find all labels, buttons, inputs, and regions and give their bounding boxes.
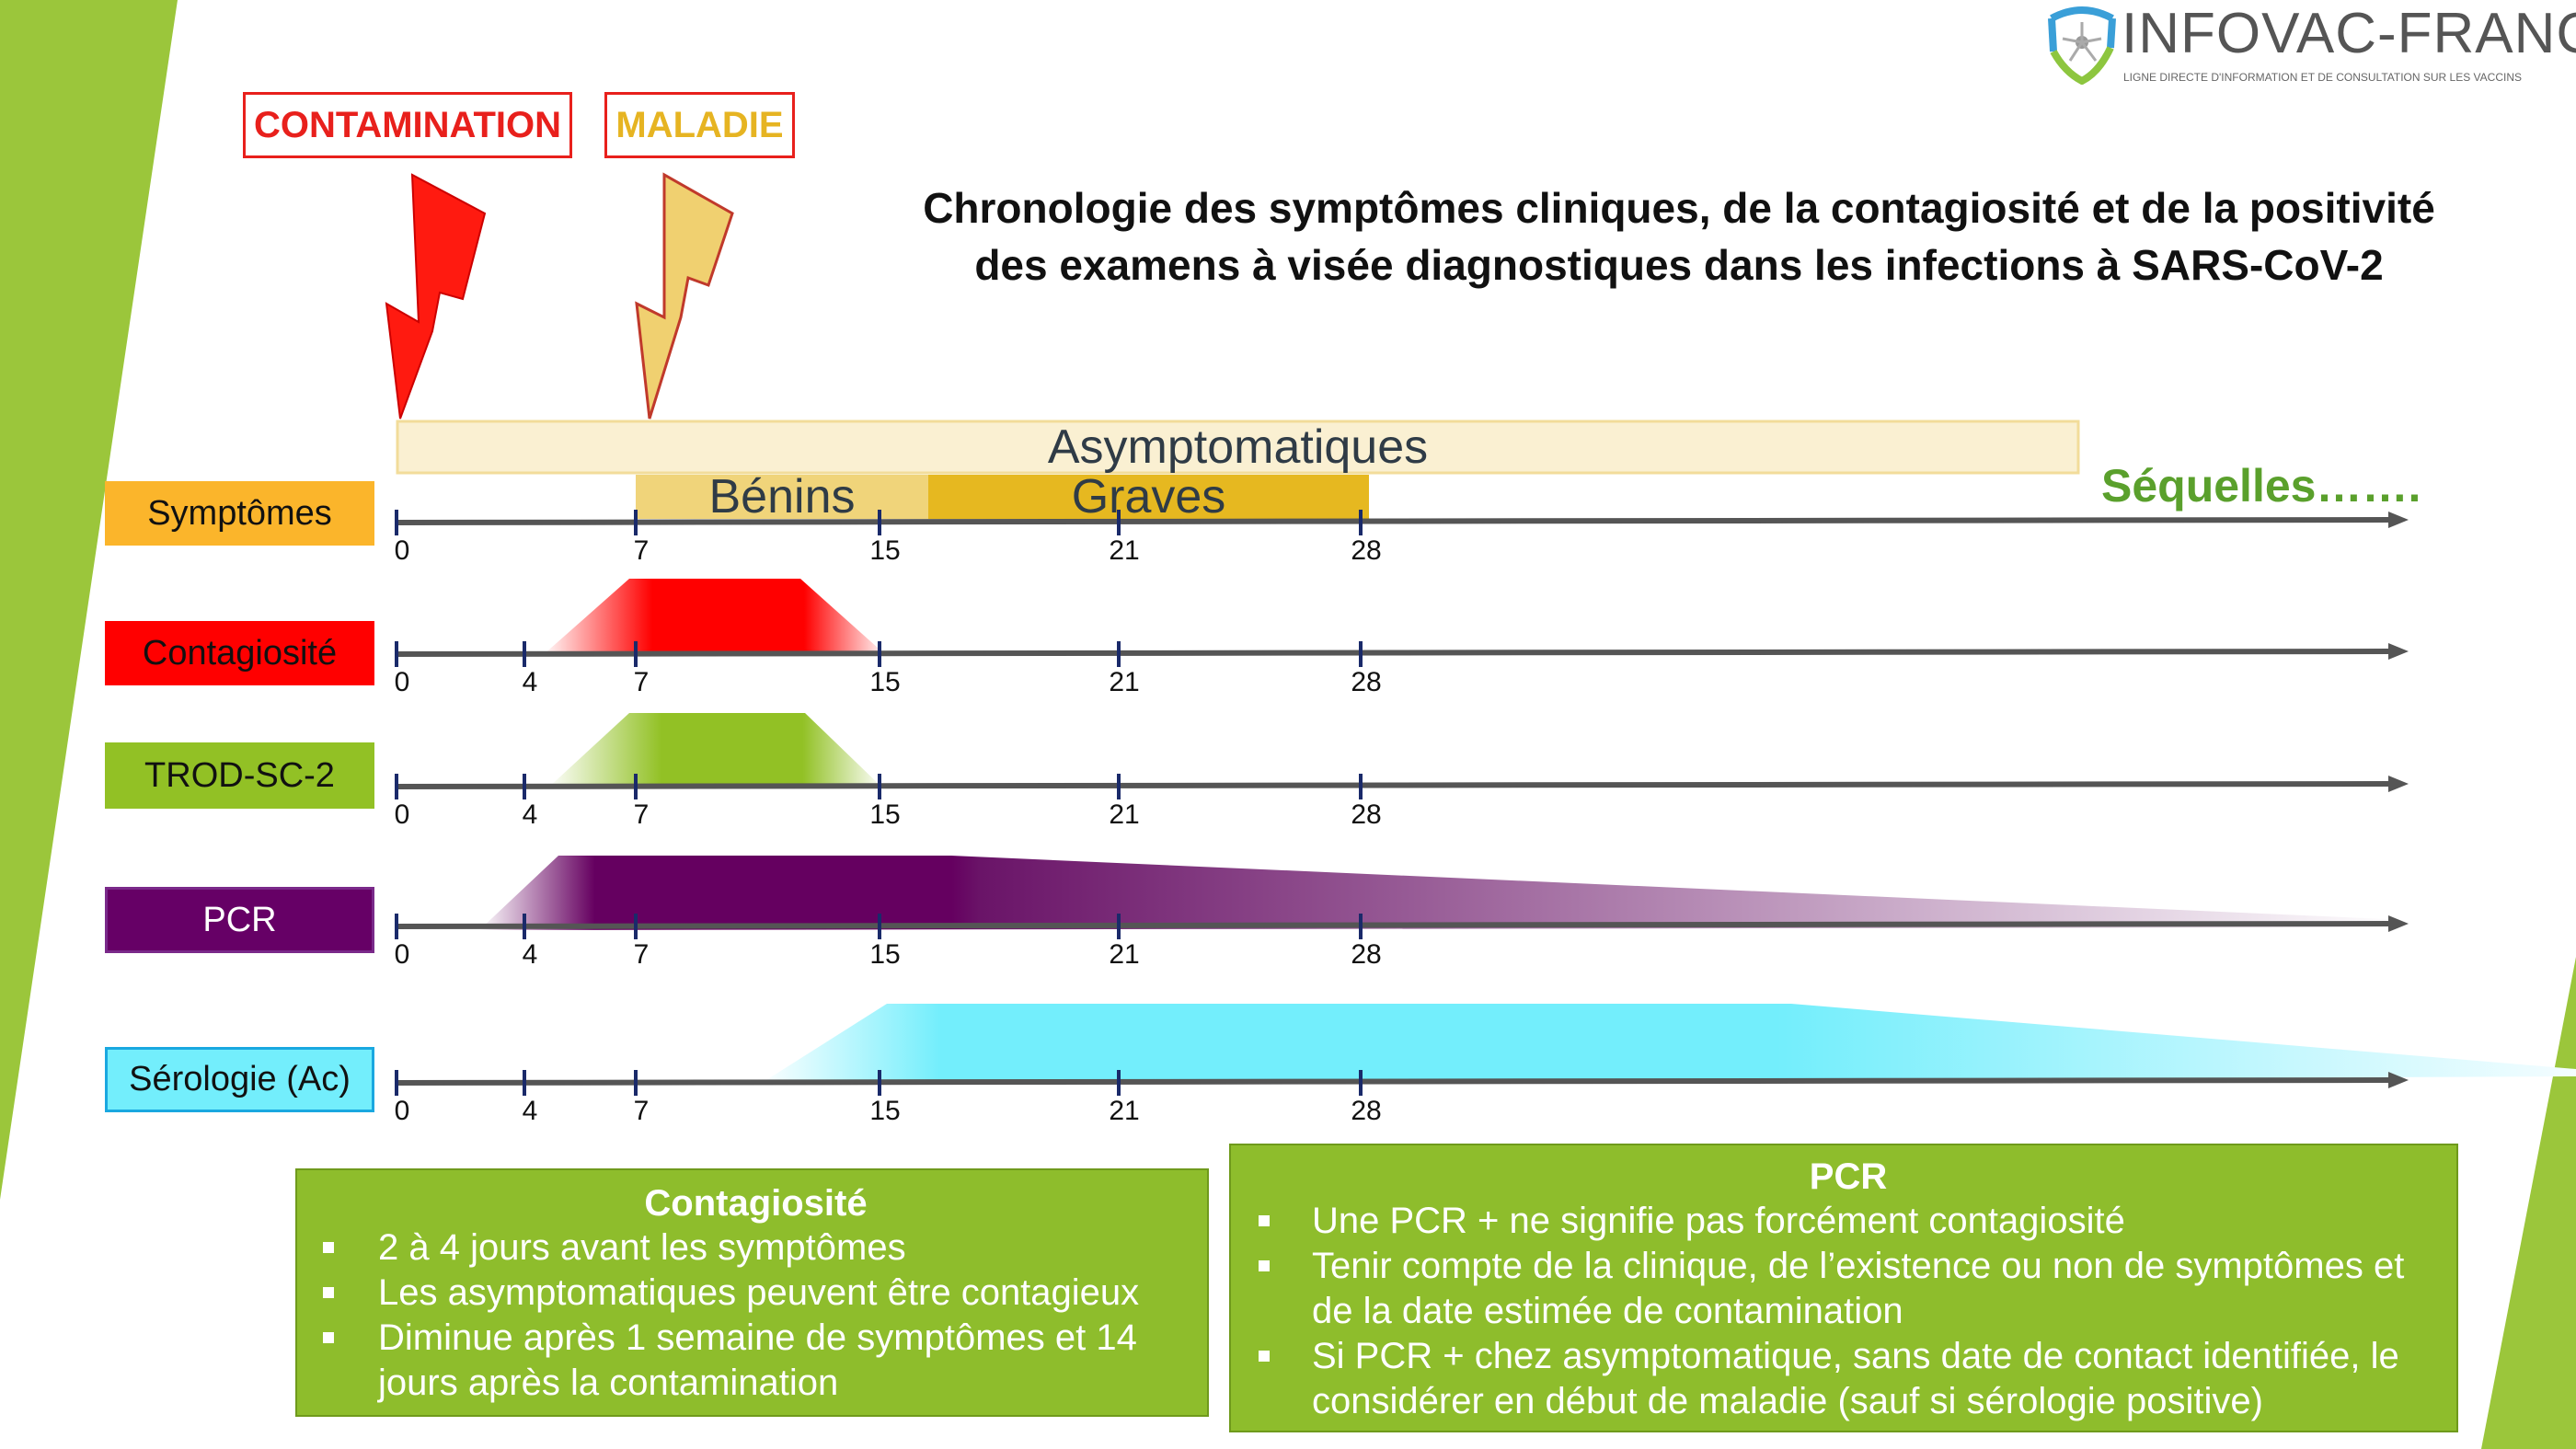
tick-label: 4 xyxy=(522,939,538,970)
info-box-title: Contagiosité xyxy=(644,1183,868,1224)
info-box-contagiosite: Contagiosité 2 à 4 jours avant les sympt… xyxy=(295,1168,1209,1417)
bullet-item: Une PCR + ne signifie pas forcément cont… xyxy=(1259,1199,2438,1244)
timeline-axis xyxy=(394,517,2389,525)
tick-label: 7 xyxy=(633,939,650,970)
tick-label: 7 xyxy=(633,535,650,566)
tick-label: 7 xyxy=(633,667,650,697)
timeline-axis xyxy=(394,921,2389,929)
tick-label: 0 xyxy=(394,939,410,970)
tick-label: 0 xyxy=(394,535,410,566)
asymptomatic-bar xyxy=(396,420,2080,475)
tick-label: 21 xyxy=(1109,535,1140,566)
mild-label: Bénins xyxy=(708,470,856,523)
bullet-item: Tenir compte de la clinique, de l’existe… xyxy=(1259,1244,2438,1334)
axis-arrow-icon xyxy=(2388,1072,2409,1088)
tick-label: 15 xyxy=(869,799,901,830)
tick-label: 28 xyxy=(1351,1096,1382,1126)
row-label: Symptômes xyxy=(105,481,374,546)
trod-curve xyxy=(547,713,883,788)
tick-label: 4 xyxy=(522,799,538,830)
tick-label: 0 xyxy=(394,1096,410,1126)
tick-label: 28 xyxy=(1351,667,1382,697)
right-green-stripe xyxy=(2481,957,2576,1449)
tick-label: 21 xyxy=(1109,1096,1140,1126)
row-label: TROD-SC-2 xyxy=(105,742,374,809)
axis-arrow-icon xyxy=(2388,643,2409,660)
title-line-1: Chronologie des symptômes cliniques, de … xyxy=(923,184,2435,232)
tick-label: 15 xyxy=(869,1096,901,1126)
tick-label: 28 xyxy=(1351,939,1382,970)
row-label: Sérologie (Ac) xyxy=(105,1047,374,1112)
tick-label: 28 xyxy=(1351,535,1382,566)
tick-label: 15 xyxy=(869,667,901,697)
tick-label: 15 xyxy=(869,939,901,970)
bullet-item: Les asymptomatiques peuvent être contagi… xyxy=(323,1271,1189,1316)
severe-label: Graves xyxy=(1071,470,1226,523)
tick-label: 21 xyxy=(1109,939,1140,970)
row-label: PCR xyxy=(105,887,374,953)
tick-label: 0 xyxy=(394,799,410,830)
row-label: Contagiosité xyxy=(105,621,374,685)
tick-label: 15 xyxy=(869,535,901,566)
timeline-axis xyxy=(394,1077,2389,1086)
maladie-lightning-icon xyxy=(635,172,734,420)
title-line-2: des examens à visée diagnostiques dans l… xyxy=(974,241,2384,289)
page-title: Chronologie des symptômes cliniques, de … xyxy=(791,179,2567,293)
contamination-tag: CONTAMINATION xyxy=(243,92,572,158)
bullet-item: Diminue après 1 semaine de symptômes et … xyxy=(323,1316,1189,1406)
serology-curve xyxy=(759,1004,2576,1085)
bullet-item: Si PCR + chez asymptomatique, sans date … xyxy=(1259,1334,2438,1424)
info-box-pcr: PCR Une PCR + ne signifie pas forcément … xyxy=(1229,1144,2458,1432)
shield-logo-icon xyxy=(2048,6,2116,85)
sequelae-label: Séquelles……. xyxy=(2101,460,2421,512)
maladie-tag: MALADIE xyxy=(604,92,795,158)
tick-label: 4 xyxy=(522,1096,538,1126)
timeline-axis xyxy=(394,649,2389,657)
tick-label: 4 xyxy=(522,667,538,697)
asymptomatic-label: Asymptomatiques xyxy=(1047,420,1429,474)
tick-label: 0 xyxy=(394,667,410,697)
infovac-logo: INFOVAC-FRANCE LIGNE DIRECTE D'INFORMATI… xyxy=(2046,4,2576,88)
pcr-curve xyxy=(479,856,2407,930)
tick-label: 21 xyxy=(1109,799,1140,830)
bullet-item: 2 à 4 jours avant les symptômes xyxy=(323,1225,1189,1271)
axis-arrow-icon xyxy=(2388,776,2409,792)
severe-bar xyxy=(928,475,1369,519)
left-green-stripe xyxy=(0,0,178,1200)
axis-arrow-icon xyxy=(2388,915,2409,932)
timeline-axis xyxy=(394,781,2389,789)
tick-label: 7 xyxy=(633,799,650,830)
contagiosity-curve xyxy=(542,579,887,656)
tick-label: 28 xyxy=(1351,799,1382,830)
logo-tagline: LIGNE DIRECTE D'INFORMATION ET DE CONSUL… xyxy=(2123,71,2523,84)
axis-arrow-icon xyxy=(2388,512,2409,528)
logo-text: INFOVAC-FRANCE xyxy=(2122,2,2576,65)
contamination-lightning-icon xyxy=(385,173,487,420)
tick-label: 7 xyxy=(633,1096,650,1126)
info-box-title: PCR xyxy=(1809,1156,1888,1197)
tick-label: 21 xyxy=(1109,667,1140,697)
